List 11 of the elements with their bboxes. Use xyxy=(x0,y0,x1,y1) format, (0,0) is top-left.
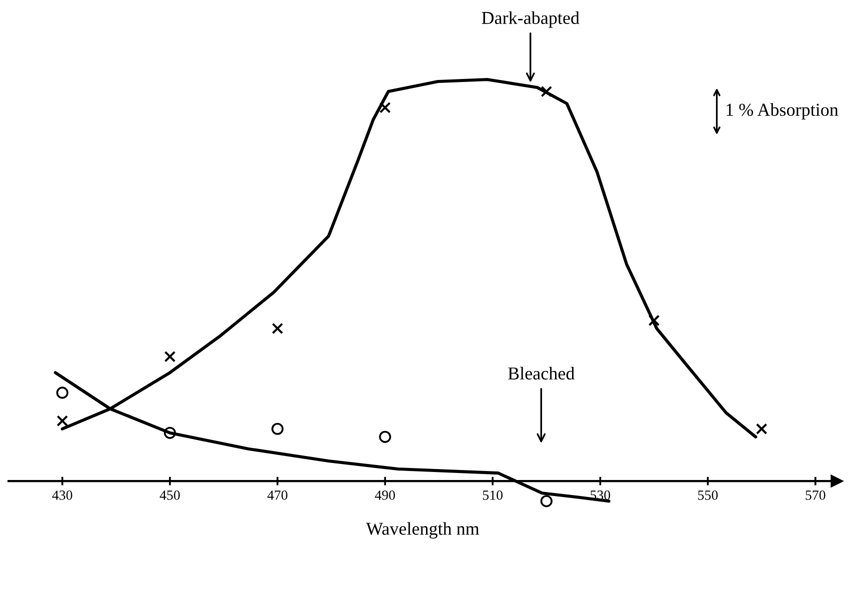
x-tick-label: 550 xyxy=(698,490,718,500)
x-tick-label: 430 xyxy=(52,490,72,500)
x-tick-label: 470 xyxy=(267,490,288,500)
x-tick-label: 570 xyxy=(806,490,826,500)
annotation: 1 % Absorption xyxy=(726,103,838,120)
x-tick-label: 490 xyxy=(374,490,395,500)
x-tick-label: 450 xyxy=(160,490,180,500)
x-axis-title: Wavelength nm xyxy=(366,522,480,539)
x-tick-label: 510 xyxy=(483,490,503,500)
annotation: Bleached xyxy=(508,366,575,380)
text: Dark-abapted xyxy=(482,11,580,28)
